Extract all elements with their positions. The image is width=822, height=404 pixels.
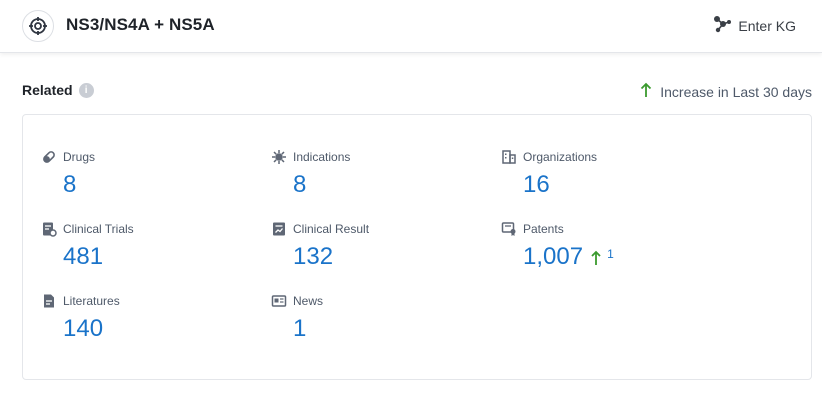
- stat-label: Drugs: [63, 150, 95, 164]
- stat-value[interactable]: 16: [523, 171, 597, 199]
- clinical-trials-count[interactable]: 481: [63, 243, 103, 271]
- stat-patents: Patents 1,007 1: [501, 221, 614, 273]
- patent-icon: [501, 221, 517, 237]
- stat-label: Clinical Result: [293, 222, 369, 236]
- stat-indications: Indications 8: [271, 149, 350, 199]
- stat-value[interactable]: 1: [293, 315, 323, 343]
- stat-value[interactable]: 8: [63, 171, 95, 199]
- stat-label: Clinical Trials: [63, 222, 134, 236]
- up-arrow-icon: [591, 245, 601, 273]
- stat-value[interactable]: 132: [293, 243, 369, 271]
- stat-label: Organizations: [523, 150, 597, 164]
- stat-value[interactable]: 1,007 1: [523, 243, 614, 273]
- related-label: Related: [22, 82, 73, 98]
- organizations-count[interactable]: 16: [523, 171, 550, 199]
- stat-value[interactable]: 140: [63, 315, 120, 343]
- indications-count[interactable]: 8: [293, 171, 306, 199]
- page-title: NS3/NS4A + NS5A: [66, 15, 215, 35]
- document-icon: [41, 293, 57, 309]
- increase-legend: Increase in Last 30 days: [640, 82, 812, 101]
- stat-label: Patents: [523, 222, 564, 236]
- stat-label: News: [293, 294, 323, 308]
- patents-increase-count[interactable]: 1: [607, 247, 614, 261]
- clinical-trial-icon: [41, 221, 57, 237]
- up-arrow-icon: [640, 82, 652, 101]
- stat-drugs: Drugs 8: [41, 149, 95, 199]
- stat-clinical-trials: Clinical Trials 481: [41, 221, 134, 271]
- drugs-count[interactable]: 8: [63, 171, 76, 199]
- clinical-result-icon: [271, 221, 287, 237]
- literatures-count[interactable]: 140: [63, 315, 103, 343]
- patents-count[interactable]: 1,007: [523, 243, 583, 271]
- clinical-result-count[interactable]: 132: [293, 243, 333, 271]
- stat-clinical-result: Clinical Result 132: [271, 221, 369, 271]
- related-heading: Related i: [22, 82, 94, 98]
- stat-organizations: Organizations 16: [501, 149, 597, 199]
- top-header: NS3/NS4A + NS5A Enter KG: [0, 0, 822, 53]
- knowledge-graph-icon: [712, 14, 732, 37]
- increase-legend-label: Increase in Last 30 days: [660, 84, 812, 100]
- building-icon: [501, 149, 517, 165]
- target-logo-icon: [22, 10, 54, 42]
- enter-kg-label: Enter KG: [738, 18, 796, 34]
- virus-icon: [271, 149, 287, 165]
- stat-news: News 1: [271, 293, 323, 343]
- newspaper-icon: [271, 293, 287, 309]
- patents-increase: 1: [591, 245, 614, 273]
- stat-value[interactable]: 8: [293, 171, 350, 199]
- info-icon[interactable]: i: [79, 83, 94, 98]
- pill-icon: [41, 149, 57, 165]
- stat-label: Literatures: [63, 294, 120, 308]
- enter-kg-button[interactable]: Enter KG: [712, 14, 796, 37]
- stat-literatures: Literatures 140: [41, 293, 120, 343]
- related-stats-card: Drugs 8 Indications 8: [22, 114, 812, 380]
- news-count[interactable]: 1: [293, 315, 306, 343]
- stat-value[interactable]: 481: [63, 243, 134, 271]
- stat-label: Indications: [293, 150, 350, 164]
